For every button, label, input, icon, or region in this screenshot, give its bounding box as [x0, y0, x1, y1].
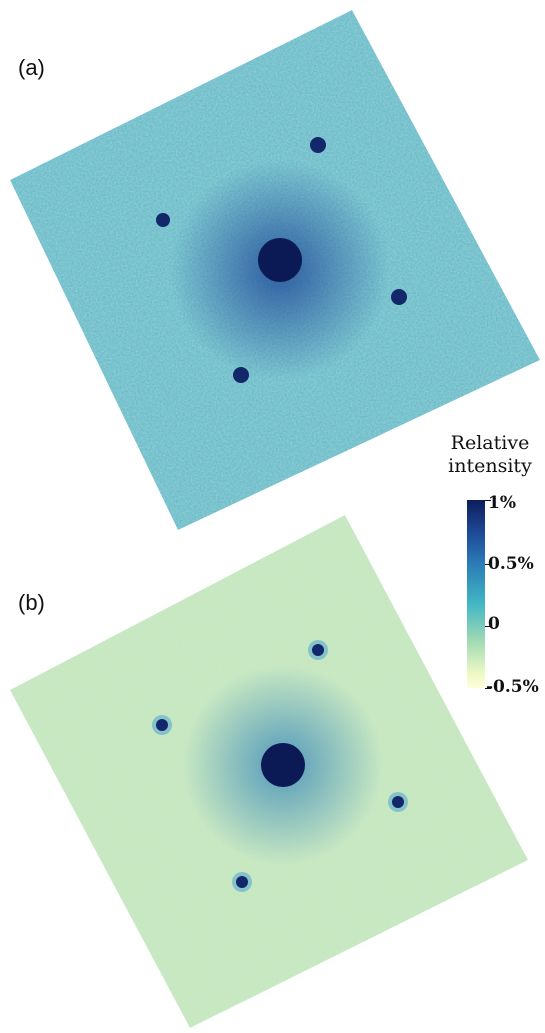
colorbar-title-line1: Relative — [450, 432, 530, 454]
colorbar-label-max: 1% — [488, 493, 516, 513]
bragg-spot-b-right-core — [392, 796, 404, 808]
central-spot-a — [258, 238, 302, 282]
colorbar-title: Relative intensity — [440, 432, 540, 478]
bragg-spot-a-left — [156, 213, 170, 227]
panel-label-b: (b) — [18, 590, 45, 615]
colorbar-label-zero: 0 — [488, 614, 500, 634]
colorbar-tick-4 — [485, 688, 491, 689]
colorbar-tick-1 — [485, 500, 491, 501]
bragg-spot-b-top-core — [312, 644, 324, 656]
bragg-spot-b-bottom-core — [236, 876, 248, 888]
central-spot-b — [261, 743, 305, 787]
colorbar — [467, 500, 485, 688]
colorbar-tick-3 — [485, 626, 491, 627]
colorbar-label-min: -0.5% — [486, 677, 539, 697]
colorbar-label-mid: 0.5% — [488, 554, 534, 574]
bragg-spot-b-left-core — [156, 719, 168, 731]
colorbar-tick-2 — [485, 564, 491, 565]
panel-label-a: (a) — [18, 55, 45, 80]
bragg-spot-a-right — [391, 289, 407, 305]
colorbar-title-line2: intensity — [448, 455, 532, 477]
bragg-spot-a-bottom — [233, 367, 249, 383]
bragg-spot-a-top — [310, 137, 326, 153]
